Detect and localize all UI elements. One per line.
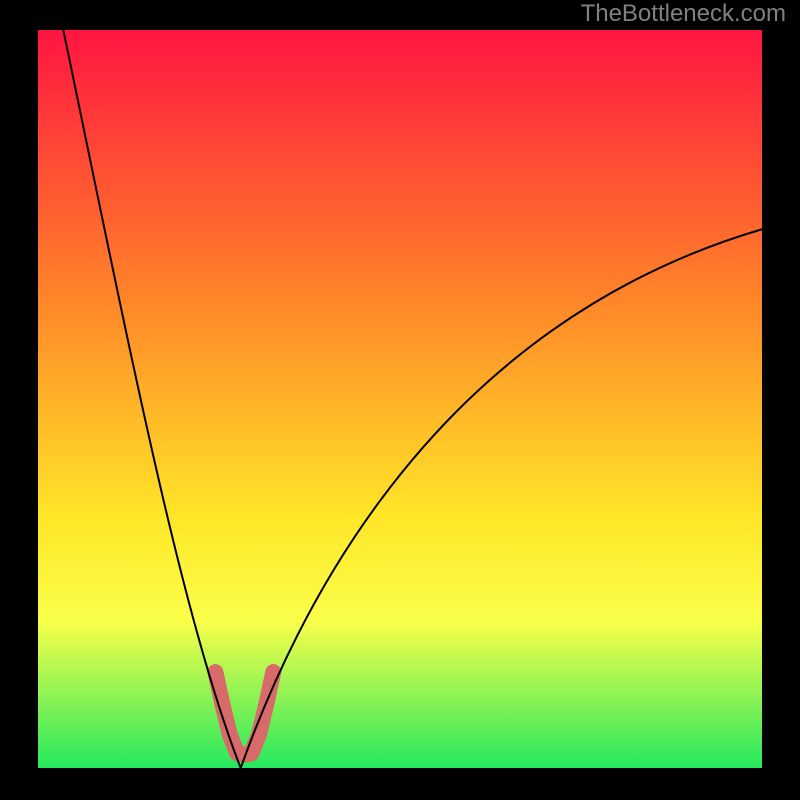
chart-gradient-area — [38, 30, 762, 768]
chart-svg-overlay — [38, 30, 762, 768]
trough-marker — [215, 672, 273, 755]
bottleneck-curve — [63, 30, 762, 768]
watermark-text: TheBottleneck.com — [581, 0, 786, 28]
